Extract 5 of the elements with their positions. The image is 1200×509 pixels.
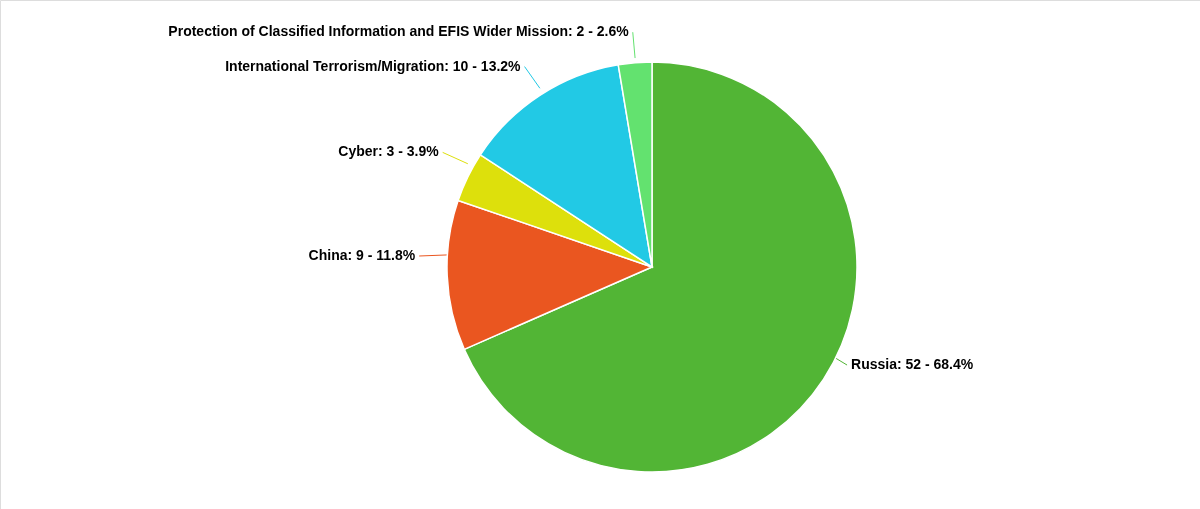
slice-label: International Terrorism/Migration: 10 - 13.2% [225, 57, 522, 74]
slice-label: China: 9 - 11.8% [308, 247, 416, 264]
slice-label: Protection of Classified Information and EFIS Wider Mission: 2 - 2.6% [168, 23, 630, 40]
slice-label: Cyber: 3 - 3.9% [338, 143, 440, 160]
slice-label: Russia: 52 - 68.4% [851, 356, 974, 373]
